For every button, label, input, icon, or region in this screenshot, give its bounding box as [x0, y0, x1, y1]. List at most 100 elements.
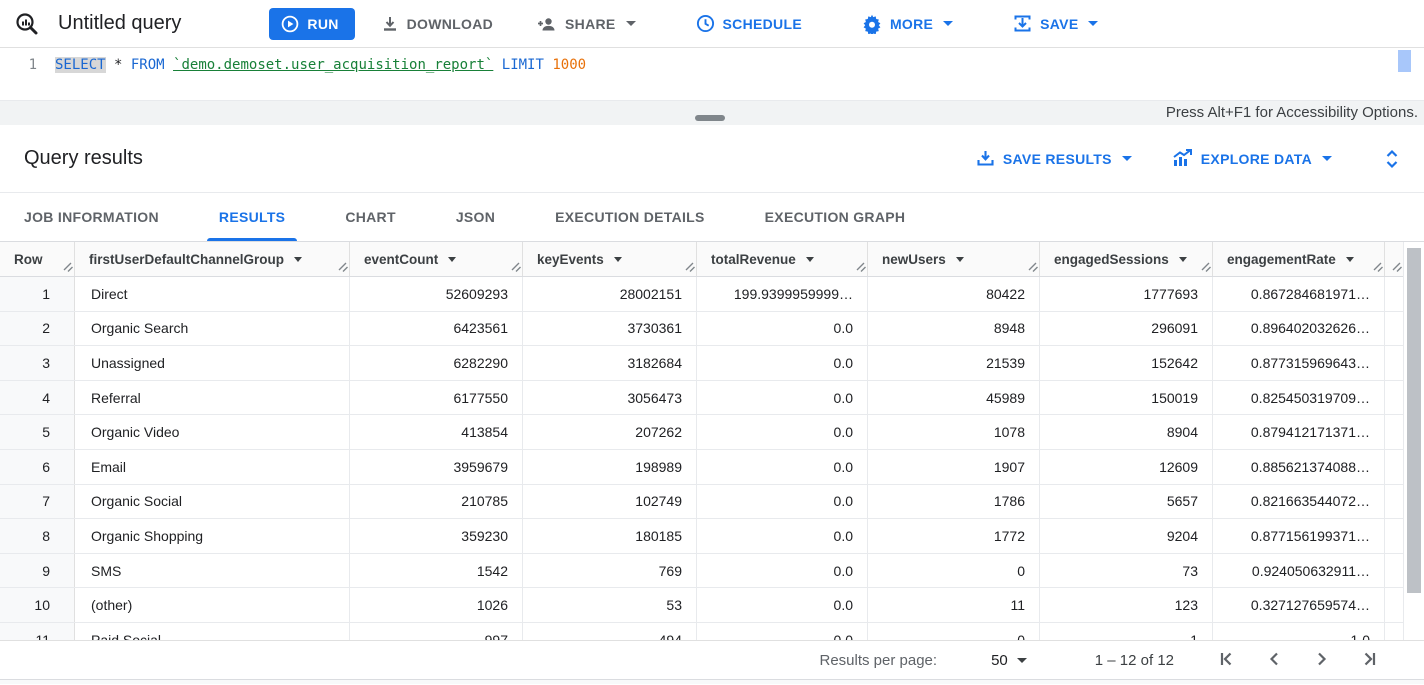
explore-data-caret-icon	[1322, 156, 1332, 161]
column-menu-caret-icon[interactable]	[1178, 256, 1187, 262]
cell-newUsers: 1907	[868, 449, 1040, 484]
sql-table-link[interactable]: `demo.demoset.user_acquisition_report`	[173, 57, 494, 73]
column-resize-handle[interactable]	[338, 260, 348, 275]
save-results-button[interactable]: SAVE RESULTS	[970, 148, 1138, 169]
cell-engagementRate: 0.877315969643…	[1213, 346, 1385, 380]
cell-row: 7	[0, 484, 75, 519]
table-row: 10 (other) 1026 53 0.0 11 123 0.327127659574…	[0, 588, 1424, 623]
query-magnifier-icon	[14, 11, 40, 37]
tab-chart[interactable]: CHART	[315, 193, 426, 241]
gear-icon	[862, 14, 882, 34]
cell-row: 9	[0, 553, 75, 588]
cell-keyEvents: 494	[523, 622, 697, 640]
expand-results-button[interactable]	[1380, 145, 1404, 173]
explore-data-button[interactable]: EXPLORE DATA	[1166, 148, 1338, 169]
more-button[interactable]: MORE	[852, 8, 963, 40]
column-menu-caret-icon[interactable]	[1345, 256, 1354, 262]
column-menu-caret-icon[interactable]	[805, 256, 814, 262]
column-header-totalRevenue[interactable]: totalRevenue	[697, 242, 868, 276]
cell-newUsers: 1786	[868, 484, 1040, 519]
cell-channel: Referral	[75, 380, 350, 415]
column-resize-handle[interactable]	[1201, 260, 1211, 275]
previous-page-button[interactable]	[1250, 643, 1298, 678]
column-resize-handle[interactable]	[856, 260, 866, 275]
last-page-button[interactable]	[1346, 643, 1394, 678]
column-resize-handle[interactable]	[685, 260, 695, 275]
cell-totalRevenue: 0.0	[697, 346, 868, 380]
results-table: Row firstUserDefaultChannelGroup eventCo…	[0, 242, 1424, 640]
cell-eventCount: 6423561	[350, 311, 523, 346]
column-header-engagementRate[interactable]: engagementRate	[1213, 242, 1385, 276]
cell-overflow	[1385, 312, 1403, 346]
cell-eventCount: 1026	[350, 588, 523, 622]
tab-results[interactable]: RESULTS	[189, 193, 315, 241]
table-scrollbar-track[interactable]	[1403, 242, 1424, 640]
page-size-select[interactable]: 50	[985, 651, 1033, 670]
column-header-keyEvents[interactable]: keyEvents	[523, 242, 697, 276]
column-resize-handle[interactable]	[1392, 260, 1402, 275]
tab-execution-details[interactable]: EXECUTION DETAILS	[525, 193, 735, 241]
column-resize-handle[interactable]	[63, 260, 73, 275]
column-header-engagedSessions[interactable]: engagedSessions	[1040, 242, 1213, 276]
cell-totalRevenue: 0.0	[697, 519, 868, 553]
cell-channel: Organic Search	[75, 311, 350, 346]
column-menu-caret-icon[interactable]	[955, 256, 964, 262]
tab-execution-graph[interactable]: EXECUTION GRAPH	[735, 193, 936, 241]
cell-keyEvents: 180185	[523, 519, 697, 553]
panel-resize-handle[interactable]	[695, 115, 725, 121]
cell-row: 11	[0, 622, 75, 640]
cell-eventCount: 997	[350, 622, 523, 640]
cell-eventCount: 1542	[350, 553, 523, 588]
cell-eventCount: 6177550	[350, 380, 523, 415]
column-resize-handle[interactable]	[511, 260, 521, 275]
save-icon	[1013, 14, 1032, 33]
cell-overflow	[1385, 519, 1403, 553]
schedule-button[interactable]: SCHEDULE	[686, 8, 812, 39]
more-caret-icon	[943, 21, 954, 26]
sql-editor[interactable]: 1 SELECT * FROM `demo.demoset.user_acqui…	[0, 48, 1424, 100]
table-scrollbar-thumb[interactable]	[1407, 248, 1421, 593]
cell-engagedSessions: 152642	[1040, 346, 1213, 380]
cell-keyEvents: 769	[523, 553, 697, 588]
cell-eventCount: 210785	[350, 484, 523, 519]
sql-keyword-limit: LIMIT	[501, 57, 544, 73]
table-row: 9 SMS 1542 769 0.0 0 73 0.924050632911…	[0, 553, 1424, 589]
tab-json[interactable]: JSON	[426, 193, 525, 241]
cell-engagementRate: 0.821663544072…	[1213, 484, 1385, 519]
column-resize-handle[interactable]	[1028, 260, 1038, 275]
column-header-row: Row	[0, 242, 75, 276]
cell-engagementRate: 0.867284681971…	[1213, 277, 1385, 311]
column-menu-caret-icon[interactable]	[448, 256, 457, 262]
cell-row: 5	[0, 415, 75, 449]
cell-engagedSessions: 73	[1040, 553, 1213, 588]
cell-overflow	[1385, 623, 1403, 640]
sql-code-line[interactable]: 1 SELECT * FROM `demo.demoset.user_acqui…	[0, 48, 1424, 76]
editor-scrollbar-thumb[interactable]	[1398, 50, 1411, 72]
download-button[interactable]: DOWNLOAD	[371, 9, 503, 39]
column-header-eventCount[interactable]: eventCount	[350, 242, 523, 276]
tab-job-information[interactable]: JOB INFORMATION	[24, 193, 189, 241]
first-page-button[interactable]	[1202, 643, 1250, 678]
cell-totalRevenue: 0.0	[697, 311, 868, 346]
column-menu-caret-icon[interactable]	[613, 256, 622, 262]
cell-row: 4	[0, 380, 75, 415]
share-button[interactable]: SHARE	[527, 9, 646, 39]
column-resize-handle[interactable]	[1373, 260, 1383, 275]
share-caret-icon	[625, 21, 636, 26]
cell-row: 2	[0, 311, 75, 346]
unfold-icon	[1384, 149, 1400, 169]
cell-keyEvents: 28002151	[523, 277, 697, 311]
table-row: 2 Organic Search 6423561 3730361 0.0 8948 2960…	[0, 311, 1424, 347]
column-header-newUsers[interactable]: newUsers	[868, 242, 1040, 276]
next-page-button[interactable]	[1298, 643, 1346, 678]
run-button[interactable]: RUN	[269, 7, 355, 40]
download-icon	[381, 15, 399, 33]
save-button[interactable]: SAVE	[1003, 8, 1108, 39]
cell-row: 3	[0, 346, 75, 380]
column-menu-caret-icon[interactable]	[294, 256, 303, 262]
results-per-page-label: Results per page:	[819, 651, 938, 669]
cell-engagedSessions: 8904	[1040, 415, 1213, 449]
sql-code[interactable]: SELECT * FROM `demo.demoset.user_acquisi…	[55, 57, 587, 73]
cell-keyEvents: 53	[523, 588, 697, 622]
column-header-firstUserDefaultChannelGroup[interactable]: firstUserDefaultChannelGroup	[75, 242, 350, 276]
